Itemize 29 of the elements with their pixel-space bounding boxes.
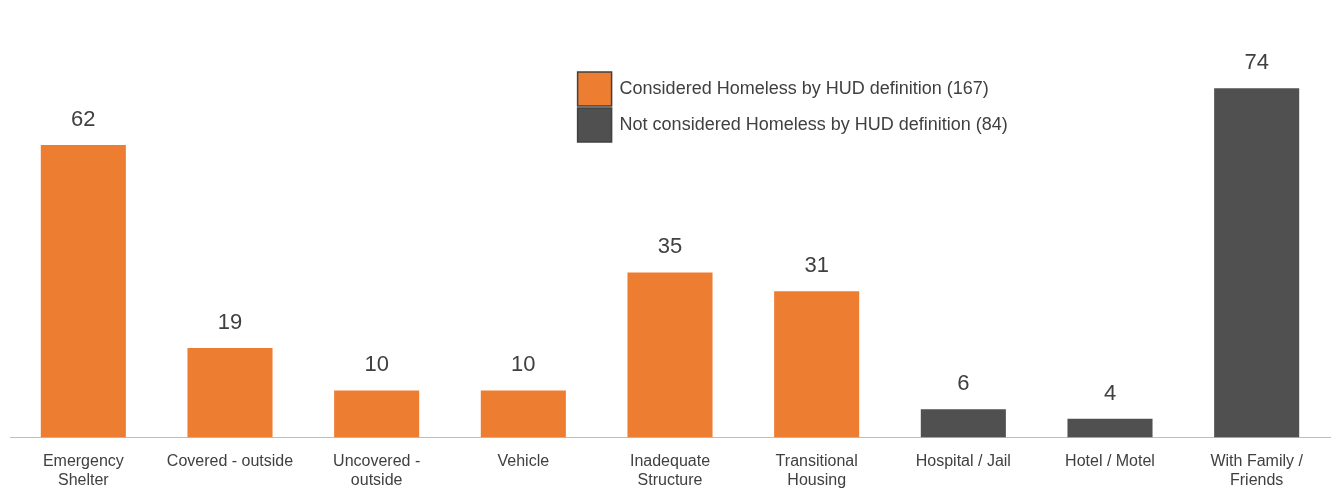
x-tick-label: Transitional Housing <box>775 451 858 488</box>
data-label: 4 <box>1103 379 1117 405</box>
bar <box>40 144 126 438</box>
data-label: 62 <box>71 106 96 132</box>
x-tick-label: Covered - outside <box>166 451 294 469</box>
bar <box>774 291 860 438</box>
x-tick-label: Vehicle <box>497 451 550 469</box>
data-label: 74 <box>1244 49 1269 75</box>
data-label: 10 <box>364 351 389 377</box>
bar <box>920 409 1006 438</box>
legend-label: Not considered Homeless by HUD definition (84) <box>619 113 1008 134</box>
bar <box>480 390 566 438</box>
x-tick-label: Uncovered - outside <box>333 451 421 488</box>
x-tick-label: Emergency Shelter <box>42 451 124 488</box>
x-tick-label: Hospital / Jail <box>915 451 1011 469</box>
legend-label: Considered Homeless by HUD definition (167) <box>619 77 989 98</box>
data-label: 19 <box>217 308 243 334</box>
data-label: 35 <box>657 233 683 259</box>
x-tick-label: With Family / Friends <box>1210 451 1304 488</box>
data-label: 6 <box>957 370 970 396</box>
bar <box>1067 418 1153 438</box>
data-label: 31 <box>804 252 829 278</box>
bar <box>187 347 273 438</box>
x-tick-label: Inadequate Structure <box>629 451 711 488</box>
bar <box>627 272 713 438</box>
bar <box>1214 88 1300 438</box>
bar <box>334 390 420 438</box>
x-tick-label: Hotel / Motel <box>1065 451 1155 469</box>
data-label: 10 <box>511 351 536 377</box>
